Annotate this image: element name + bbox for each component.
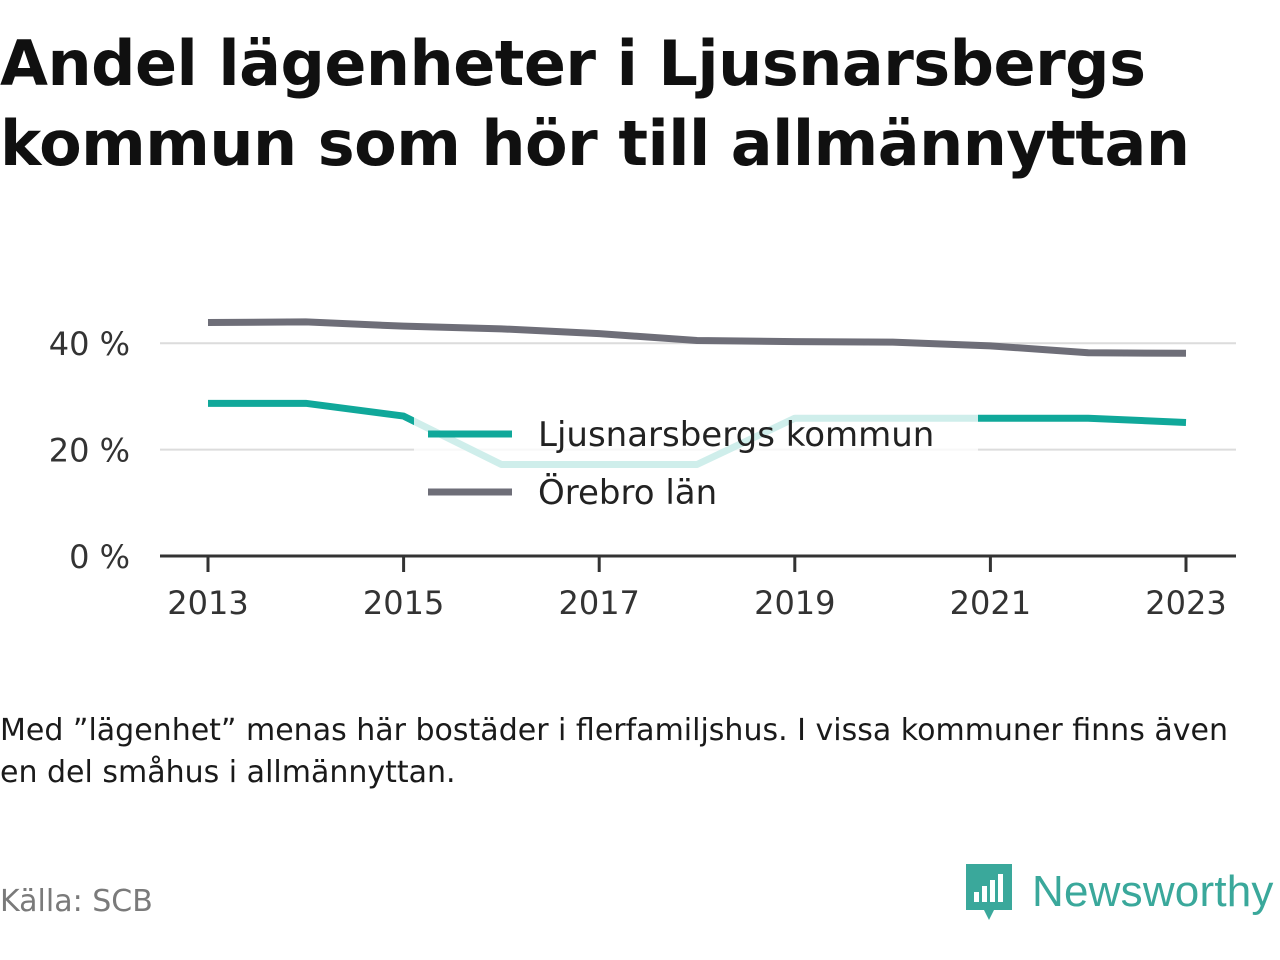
- series-line-2: [207, 318, 1187, 357]
- brand: Newsworthy: [964, 862, 1274, 922]
- chart-title-line-1: Andel lägenheter i Ljusnarsbergs: [0, 27, 1146, 100]
- x-tick-label: 2021: [950, 584, 1031, 622]
- chart-footnote: Med ”lägenhet” menas här bostäder i fler…: [0, 713, 1228, 790]
- x-tick-label: 2017: [558, 584, 639, 622]
- y-tick-label: 40 %: [49, 325, 130, 363]
- source-label: Källa: SCB: [0, 884, 153, 919]
- chart-title-line-2: kommun som hör till allmännyttan: [0, 107, 1190, 180]
- line-chart: Ljusnarsbergs kommun Örebro län 0 % 20 % 40…: [49, 318, 1236, 622]
- newsworthy-logo-icon: [966, 864, 1012, 920]
- brand-name: Newsworthy: [1032, 867, 1274, 916]
- x-tick-label: 2015: [363, 584, 444, 622]
- legend-background: [414, 408, 978, 524]
- chart-title: Andel lägenheter i Ljusnarsbergs kommun …: [0, 24, 1270, 184]
- legend-label: Ljusnarsbergs kommun: [538, 415, 934, 455]
- x-tick-label: 2013: [167, 584, 248, 622]
- x-tick-label: 2023: [1145, 584, 1226, 622]
- x-tick-label: 2019: [754, 584, 835, 622]
- legend-label: Örebro län: [538, 472, 717, 513]
- y-tick-label: 0 %: [69, 538, 130, 576]
- y-tick-label: 20 %: [49, 432, 130, 470]
